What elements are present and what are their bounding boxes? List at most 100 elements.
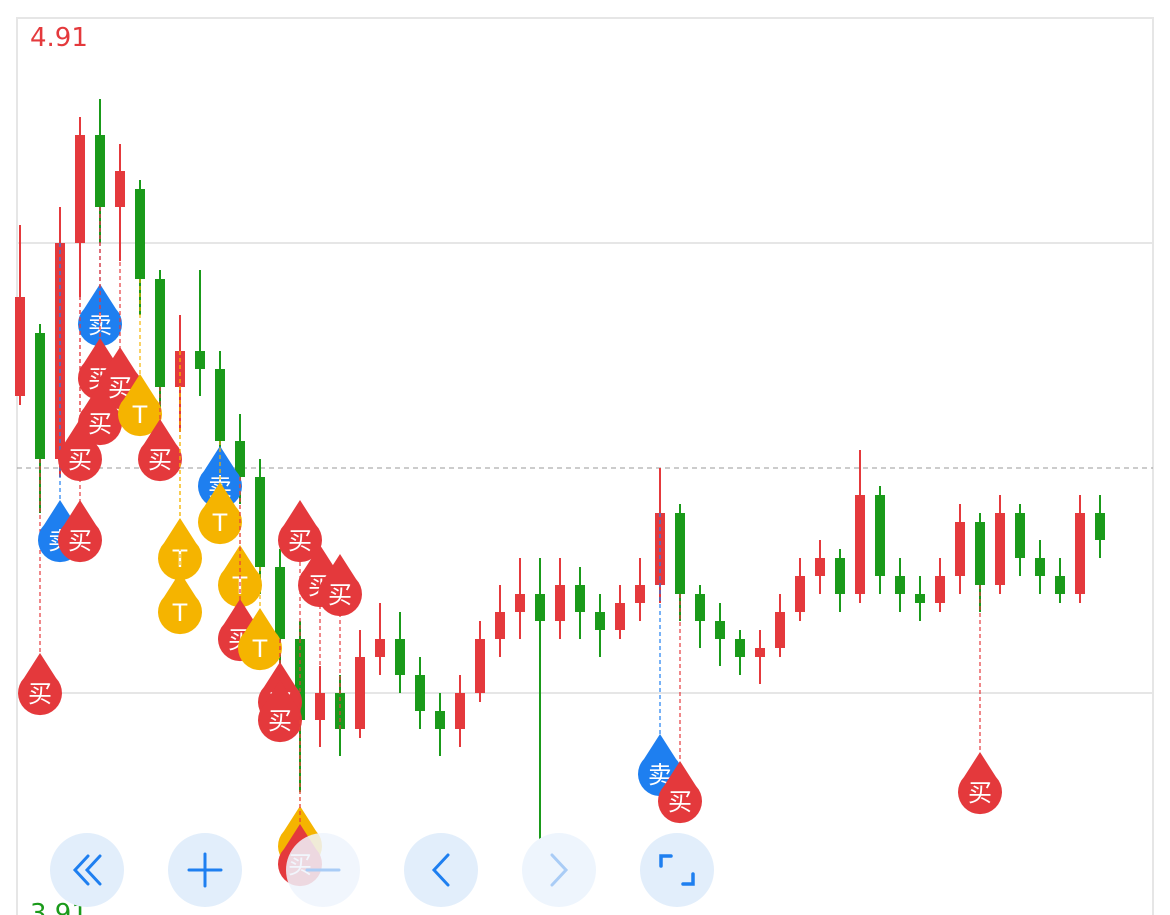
marker-pin — [658, 761, 703, 824]
candle-body — [415, 675, 425, 711]
candle-body — [775, 612, 785, 648]
candle-body — [375, 639, 385, 657]
candle-body — [535, 594, 545, 621]
scroll-left-button[interactable] — [404, 833, 478, 907]
plot-frame — [16, 17, 1154, 915]
candle-body — [935, 576, 945, 603]
candle-body — [595, 612, 605, 630]
candle-body — [995, 513, 1005, 585]
marker-label: 买 — [68, 527, 92, 555]
candle-body — [735, 639, 745, 657]
marker-pin — [258, 680, 302, 743]
trade-marker: T — [157, 572, 202, 635]
marker-pin — [18, 653, 63, 716]
marker-label: 买 — [68, 446, 92, 474]
fullscreen-button[interactable] — [640, 833, 714, 907]
marker-pin — [278, 500, 323, 563]
candle-body — [215, 369, 225, 441]
candle-body — [895, 576, 905, 594]
marker-pin — [198, 482, 242, 545]
candle-body — [975, 522, 985, 585]
marker-label: 买 — [668, 788, 692, 816]
candle-body — [955, 522, 965, 576]
candle-body — [575, 585, 585, 612]
trade-marker: 买 — [138, 419, 182, 482]
candle-body — [255, 477, 265, 567]
marker-label: T — [212, 509, 228, 537]
marker-label: T — [172, 599, 188, 627]
scroll-start-button[interactable] — [50, 833, 124, 907]
candle-body — [1075, 513, 1085, 594]
marker-pin — [58, 500, 102, 563]
candle-body — [635, 585, 645, 603]
marker-pin — [118, 374, 162, 437]
candle-body — [75, 135, 85, 243]
candle-body — [675, 513, 685, 594]
y-max-label: 4.91 — [30, 23, 88, 53]
trade-marker: 买 — [258, 680, 302, 743]
candle-body — [715, 621, 725, 639]
marker-pin — [58, 419, 102, 482]
toolbar — [50, 833, 714, 907]
marker-label: T — [132, 401, 148, 429]
candle-body — [815, 558, 825, 576]
candle-body — [695, 594, 705, 621]
trade-marker: T — [238, 608, 283, 671]
candle-body — [195, 351, 205, 369]
candle-body — [295, 639, 305, 720]
candle-body — [155, 279, 165, 387]
candle-body — [555, 585, 565, 621]
candle-body — [95, 135, 105, 207]
candle-body — [395, 639, 405, 675]
candle-body — [35, 333, 45, 459]
candle-body — [495, 612, 505, 639]
trade-marker: 买 — [18, 653, 63, 716]
zoom-in-button[interactable] — [168, 833, 242, 907]
candle-body — [1015, 513, 1025, 558]
candle-body — [455, 693, 465, 729]
trade-marker: 买 — [58, 419, 102, 482]
marker-pin — [157, 572, 202, 635]
marker-label: T — [252, 635, 268, 663]
marker-label: 买 — [968, 779, 992, 807]
marker-label: 买 — [268, 707, 292, 735]
candle-body — [315, 693, 325, 720]
candle-body — [235, 441, 245, 477]
scroll-right-button[interactable] — [522, 833, 596, 907]
candle-body — [15, 297, 25, 396]
candle-body — [275, 567, 285, 639]
trade-marker: 买 — [278, 500, 323, 563]
candle-body — [1055, 576, 1065, 594]
candle-body — [795, 576, 805, 612]
marker-label: 买 — [28, 680, 52, 708]
marker-pin — [138, 419, 182, 482]
trade-marker: 买 — [58, 500, 102, 563]
trade-marker: T — [118, 374, 162, 437]
marker-pin — [78, 383, 122, 446]
trade-marker: 买 — [78, 383, 122, 446]
marker-pin — [958, 752, 1003, 815]
candle-body — [855, 495, 865, 594]
trade-marker: T — [198, 482, 242, 545]
candle-body — [355, 657, 365, 729]
candle-body — [475, 639, 485, 693]
zoom-out-button[interactable] — [286, 833, 360, 907]
candle-body — [835, 558, 845, 594]
candle-body — [615, 603, 625, 630]
marker-label: 买 — [148, 446, 172, 474]
marker-label: T — [172, 545, 188, 573]
candle-body — [755, 648, 765, 657]
candle-body — [1035, 558, 1045, 576]
candle-body — [875, 495, 885, 576]
candle-body — [435, 711, 445, 729]
marker-pin — [318, 554, 362, 617]
trade-marker: 买 — [658, 761, 703, 824]
marker-label: 买 — [328, 581, 352, 609]
marker-label: 买 — [88, 410, 112, 438]
trade-marker: 买 — [318, 554, 362, 617]
marker-label: 买 — [288, 527, 312, 555]
trade-marker: 买 — [958, 752, 1003, 815]
candle-body — [135, 189, 145, 279]
